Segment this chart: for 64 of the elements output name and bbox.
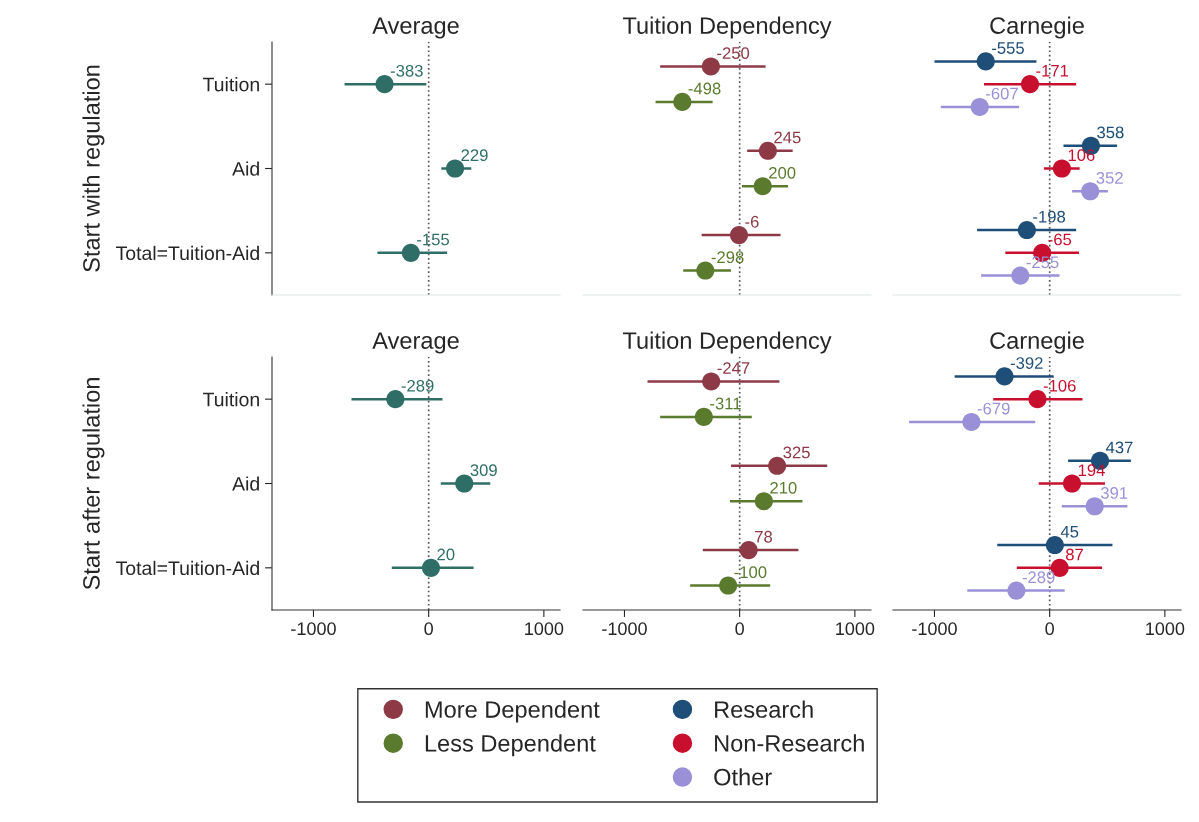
y-axis-title: Start after regulation [82,378,105,590]
data-label: -155 [417,233,450,246]
x-tick-label: -1000 [291,622,336,636]
data-label: -311 [710,397,741,410]
data-label: 325 [783,446,810,459]
data-label: -298 [711,251,744,264]
legend-label: Less Dependent [425,734,596,757]
data-label: -498 [688,82,721,95]
chart-title: Carnegie [990,331,1084,354]
legend-label: Research [715,700,813,718]
x-tick-label: 0 [1045,622,1054,636]
x-tick-label: 0 [424,622,433,636]
legend-label: Other [714,768,772,786]
data-label: 309 [470,464,497,477]
data-label: -383 [390,64,423,77]
y-tick-label: Aid [232,161,259,176]
chart-title: Tuition Dependency [622,16,832,39]
data-label: -392 [1010,357,1043,369]
data-label: -255 [1026,256,1059,269]
y-tick-label: Total=Tuition-Aid [116,560,259,576]
data-label: -106 [1043,379,1076,392]
chart-title: Carnegie [990,16,1084,39]
chart-title: Average [372,332,459,354]
data-label: -679 [977,402,1010,415]
data-label: 78 [755,530,773,543]
legend-label: More Dependent [425,700,600,723]
data-label: -250 [717,47,750,59]
y-tick-label: Aid [232,476,259,491]
data-label: 391 [1100,487,1128,499]
data-label: 106 [1068,149,1095,162]
data-label: 87 [1065,548,1083,561]
data-label: 200 [769,166,796,179]
data-label: -247 [717,362,750,374]
data-label: 194 [1078,464,1105,477]
data-label: 229 [461,149,488,162]
data-label: -6 [745,215,759,228]
chart-title: Tuition Dependency [622,331,832,354]
data-label: -100 [734,566,767,579]
data-label: -171 [1036,65,1069,77]
data-label: 352 [1096,172,1123,184]
x-tick-label: -1000 [912,622,957,636]
data-label: -65 [1048,233,1072,246]
data-label: -607 [986,87,1018,100]
data-label: 20 [437,548,455,561]
data-label: 358 [1097,126,1124,139]
y-tick-label: Total=Tuition-Aid [116,245,259,261]
data-label: 210 [770,481,797,494]
data-label: -289 [1022,571,1055,584]
data-label: -555 [992,42,1024,54]
y-axis-title: Start with regulation [82,65,105,272]
data-label: -198 [1033,210,1066,223]
data-label: 437 [1105,441,1133,454]
y-tick-label: Tuition [203,392,259,407]
x-tick-label: 1000 [525,622,564,636]
x-tick-label: -1000 [602,622,647,636]
x-tick-label: 1000 [836,622,875,636]
x-tick-label: 1000 [1146,622,1185,636]
data-label: 245 [774,131,801,144]
legend-label: Non-Research [715,734,864,752]
y-tick-label: Tuition [203,77,259,92]
x-tick-label: 0 [735,622,744,636]
data-label: -289 [401,379,434,392]
data-label: 45 [1060,525,1079,538]
chart-title: Average [372,17,459,39]
